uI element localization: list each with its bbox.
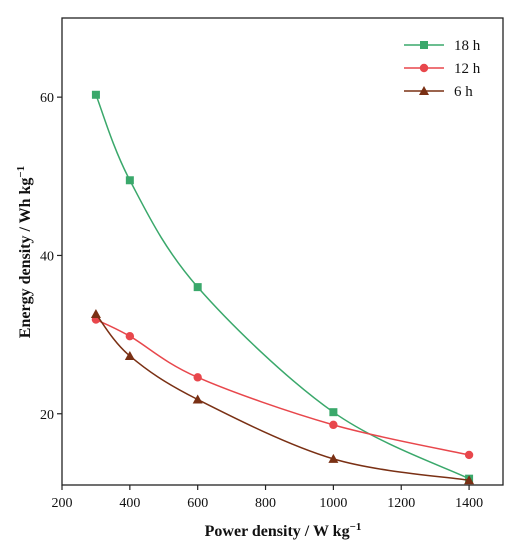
legend-marker-12h [419,63,429,73]
x-axis-ticks: 200 400 600 800 1000 1200 1400 [52,485,483,511]
x-tick-label: 800 [255,496,276,511]
y-tick-label: 20 [40,408,54,423]
x-tick-label: 400 [119,496,140,511]
x-tick-label: 200 [52,496,73,511]
legend-label-12h: 12 h [454,61,481,77]
x-tick-label: 1400 [455,496,483,511]
data-point-12h [329,420,338,430]
data-point-6h [464,475,475,485]
data-point-18h [329,408,338,417]
plot-border [61,17,504,486]
plot-area [61,17,504,486]
series-line-18h [95,94,470,480]
y-tick-label: 40 [40,249,54,264]
series-12h [91,315,474,460]
series-layer [90,90,475,485]
data-point-12h [125,331,135,341]
data-point-6h [124,350,135,360]
y-axis-title: Energy density / Wh kg−1 [15,166,34,338]
x-axis-title: Power density / W kg−1 [205,521,362,540]
legend-label-6h: 6 h [454,84,473,100]
x-tick-label: 600 [187,496,208,511]
data-point-6h [328,453,339,463]
x-tick-label: 1200 [387,496,415,511]
series-line-6h [95,313,470,481]
series-6h [90,309,475,485]
data-point-18h [193,283,202,292]
series-line-12h [95,318,470,456]
data-point-6h [90,309,101,319]
data-point-18h [91,90,100,99]
legend-marker-6h [419,86,429,95]
legend-label-18h: 18 h [454,38,481,54]
legend-marker-18h [420,41,428,49]
data-point-12h [464,450,474,460]
x-tick-label: 1000 [319,496,347,511]
series-18h [91,90,474,483]
data-point-18h [125,176,134,185]
y-axis-ticks: 20 40 60 [40,91,62,423]
legend: 18 h 12 h 6 h [404,38,481,100]
y-tick-label: 60 [40,91,54,106]
data-point-12h [193,373,202,382]
data-point-6h [192,394,203,404]
